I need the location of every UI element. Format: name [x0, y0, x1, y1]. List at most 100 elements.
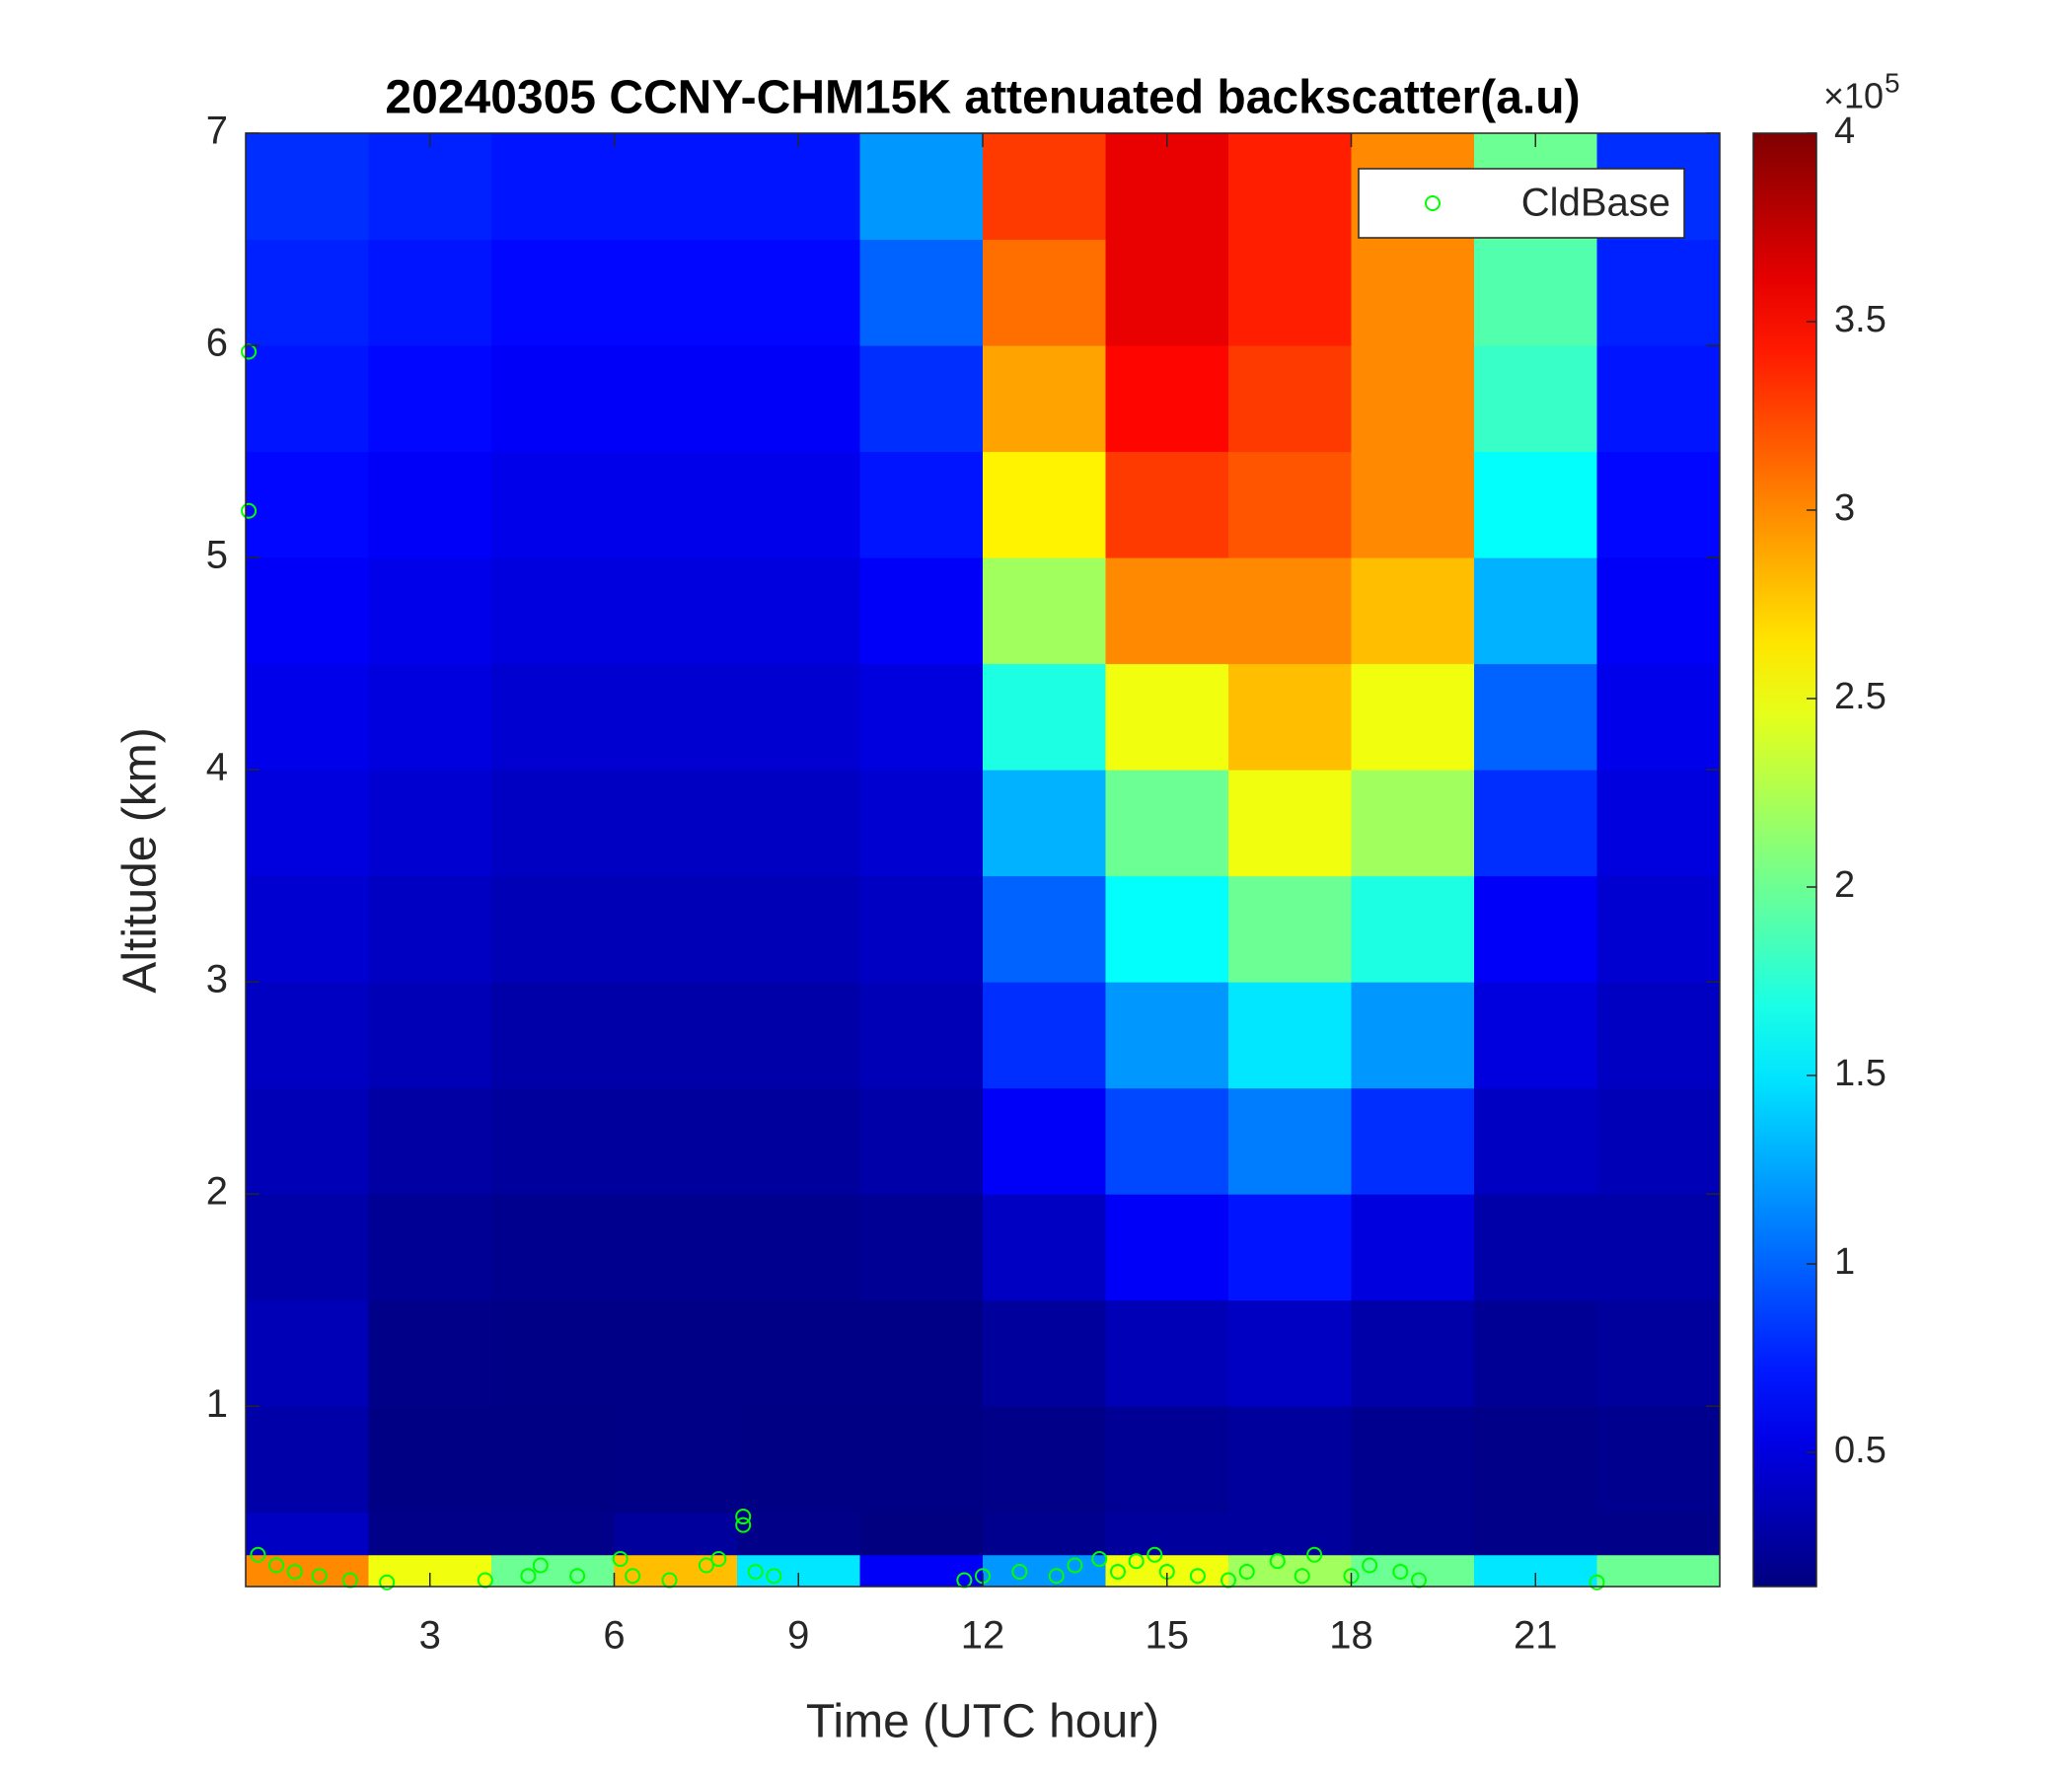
heatmap-cell — [1351, 663, 1475, 771]
heatmap-cell — [1474, 1299, 1597, 1407]
cloud-base-point — [1128, 1553, 1145, 1570]
heatmap-cell — [737, 239, 860, 346]
cloud-base-point — [241, 502, 258, 519]
heatmap-cell — [491, 345, 615, 453]
heatmap-cell — [368, 982, 492, 1089]
heatmap-cell — [1596, 451, 1721, 558]
heatmap-cell — [491, 1406, 615, 1514]
heatmap-cell — [1596, 1194, 1721, 1301]
cloud-base-point — [1048, 1568, 1065, 1585]
heatmap-cell — [246, 1194, 369, 1301]
heatmap-cell — [246, 1406, 369, 1514]
heatmap-cell — [1596, 663, 1721, 771]
heatmap-cell — [614, 557, 738, 665]
heatmap-cell — [1105, 1406, 1229, 1514]
heatmap — [246, 133, 1721, 1588]
y-tick-label: 7 — [206, 110, 228, 153]
x-tick-label: 3 — [419, 1614, 441, 1658]
cloud-base-point — [1392, 1563, 1409, 1580]
colorbar-tick-label: 1 — [1834, 1241, 1855, 1283]
heatmap-cell — [859, 451, 984, 558]
heatmap-cell — [983, 1554, 1106, 1588]
heatmap-cell — [859, 557, 984, 665]
heatmap-cell — [859, 1194, 984, 1301]
heatmap-cell — [983, 557, 1106, 665]
legend-marker — [1425, 195, 1441, 211]
y-axis-label: Altitude (km) — [114, 727, 167, 993]
heatmap-cell — [1474, 1194, 1597, 1301]
cloud-base-point — [1294, 1568, 1310, 1585]
cloud-base-point — [735, 1509, 752, 1525]
cloud-base-point — [1306, 1546, 1323, 1563]
heatmap-cell — [1596, 1299, 1721, 1407]
heatmap-cell — [368, 451, 492, 558]
heatmap-cell — [246, 1087, 369, 1195]
heatmap-cell — [491, 1554, 615, 1588]
heatmap-cell — [1228, 557, 1352, 665]
heatmap-cell — [1105, 875, 1229, 983]
heatmap-cell — [1474, 345, 1597, 453]
heatmap-cell — [1228, 345, 1352, 453]
y-tick-label: 5 — [206, 534, 228, 577]
heatmap-cell — [859, 345, 984, 453]
cloud-base-point — [379, 1574, 396, 1591]
heatmap-cell — [1228, 1554, 1352, 1588]
heatmap-cell — [1474, 1406, 1597, 1514]
heatmap-cell — [1105, 663, 1229, 771]
x-tick-label: 21 — [1514, 1614, 1558, 1658]
heatmap-cell — [859, 133, 984, 241]
heatmap-cell — [1105, 133, 1229, 241]
heatmap-cell — [983, 451, 1106, 558]
heatmap-cell — [1228, 1299, 1352, 1407]
heatmap-cell — [1351, 982, 1475, 1089]
heatmap-cell — [737, 1087, 860, 1195]
heatmap-cell — [1351, 557, 1475, 665]
cloud-base-point — [1109, 1563, 1126, 1580]
heatmap-cell — [246, 557, 369, 665]
heatmap-cell — [859, 1299, 984, 1407]
heatmap-cell — [1351, 770, 1475, 877]
heatmap-cell — [1105, 345, 1229, 453]
heatmap-cell — [614, 982, 738, 1089]
heatmap-cell — [1596, 982, 1721, 1089]
heatmap-cell — [1105, 770, 1229, 877]
heatmap-cell — [491, 1512, 615, 1556]
overlay — [241, 132, 1721, 1591]
heatmap-cell — [491, 133, 615, 241]
heatmap-cell — [614, 345, 738, 453]
heatmap-cell — [1474, 451, 1597, 558]
cloud-base-point — [747, 1563, 764, 1580]
colorbar-tick-label: 3.5 — [1834, 299, 1887, 340]
heatmap-cell — [491, 451, 615, 558]
heatmap-cell — [614, 1087, 738, 1195]
heatmap-cell — [1351, 875, 1475, 983]
heatmap-cell — [737, 663, 860, 771]
heatmap-cell — [737, 133, 860, 241]
heatmap-cell — [1351, 1406, 1475, 1514]
heatmap-cell — [1105, 1512, 1229, 1556]
heatmap-cell — [491, 1087, 615, 1195]
heatmap-cell — [1228, 239, 1352, 346]
heatmap-cell — [491, 1299, 615, 1407]
heatmap-cell — [491, 875, 615, 983]
heatmap-cell — [246, 133, 369, 241]
heatmap-cell — [859, 1406, 984, 1514]
heatmap-cell — [737, 1299, 860, 1407]
y-tick-label: 4 — [206, 746, 228, 789]
heatmap-cell — [1228, 1087, 1352, 1195]
heatmap-cell — [368, 770, 492, 877]
heatmap-cell — [491, 770, 615, 877]
heatmap-cell — [368, 557, 492, 665]
heatmap-cell — [1105, 451, 1229, 558]
heatmap-cell — [614, 875, 738, 983]
heatmap-cell — [1228, 133, 1352, 241]
heatmap-cell — [737, 770, 860, 877]
cloud-base-point — [286, 1563, 303, 1580]
heatmap-cell — [1228, 1406, 1352, 1514]
cloud-base-point — [1589, 1574, 1605, 1591]
heatmap-cell — [246, 982, 369, 1089]
cloud-base-point — [1011, 1563, 1028, 1580]
heatmap-cell — [1596, 875, 1721, 983]
heatmap-cell — [614, 451, 738, 558]
